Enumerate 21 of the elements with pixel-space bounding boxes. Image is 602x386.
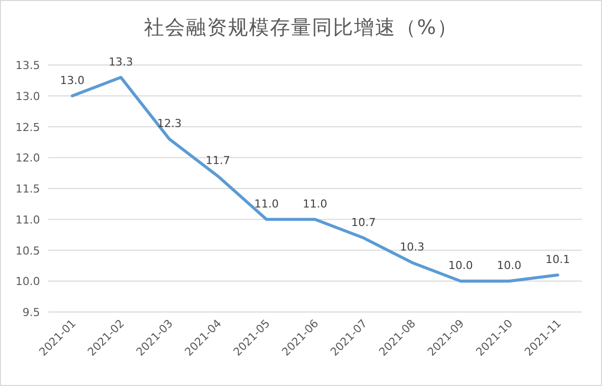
y-tick-label: 10.5 bbox=[16, 244, 40, 258]
data-label: 10.0 bbox=[496, 259, 522, 272]
y-tick-label: 9.5 bbox=[22, 306, 40, 319]
data-label: 10.7 bbox=[351, 216, 376, 229]
y-tick-label: 12.5 bbox=[16, 120, 40, 134]
y-tick-label: 10.0 bbox=[16, 275, 40, 288]
data-label: 11.7 bbox=[206, 154, 230, 168]
data-label: 13.3 bbox=[108, 55, 134, 68]
chart-title: 社会融资规模存量同比增速（%） bbox=[144, 15, 458, 39]
y-tick-label: 11.5 bbox=[16, 182, 40, 196]
y-tick-label: 13.5 bbox=[16, 59, 40, 72]
data-label: 11.0 bbox=[254, 197, 279, 210]
data-label: 10.3 bbox=[400, 240, 424, 254]
data-label: 12.3 bbox=[157, 117, 182, 130]
y-tick-label: 12.0 bbox=[16, 152, 40, 165]
data-label: 10.0 bbox=[448, 259, 473, 272]
data-label: 13.0 bbox=[60, 74, 85, 87]
data-label: 11.0 bbox=[302, 197, 328, 210]
data-label: 10.1 bbox=[545, 252, 570, 266]
y-tick-label: 13.0 bbox=[16, 90, 40, 103]
y-tick-label: 11.0 bbox=[16, 213, 40, 226]
